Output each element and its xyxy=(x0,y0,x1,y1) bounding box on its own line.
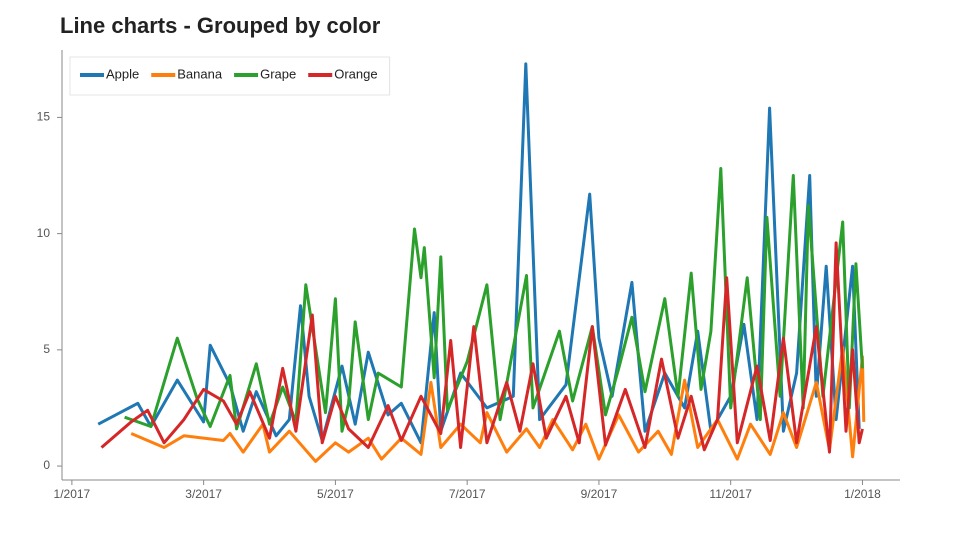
legend-label: Apple xyxy=(106,66,139,81)
y-tick-label: 15 xyxy=(37,110,51,124)
line-series xyxy=(124,167,864,433)
y-tick-label: 10 xyxy=(37,226,51,240)
x-tick-label: 1/2017 xyxy=(54,487,91,501)
x-tick-label: 7/2017 xyxy=(449,487,486,501)
y-tick-label: 0 xyxy=(43,458,50,472)
legend-label: Banana xyxy=(177,66,223,81)
x-tick-label: 5/2017 xyxy=(317,487,354,501)
x-tick-label: 3/2017 xyxy=(185,487,222,501)
chart-title: Line charts - Grouped by color xyxy=(60,13,381,38)
legend-label: Orange xyxy=(334,66,377,81)
legend-box xyxy=(69,56,391,96)
y-tick-label: 5 xyxy=(43,342,50,356)
x-tick-label: 9/2017 xyxy=(581,487,618,501)
x-tick-label: 1/2018 xyxy=(844,487,881,501)
legend-label: Grape xyxy=(260,66,296,81)
line-series xyxy=(100,241,864,454)
line-series xyxy=(97,62,861,445)
legend: Apple Banana Grape Orange xyxy=(69,56,391,96)
x-tick-label: 11/2017 xyxy=(709,487,752,501)
line-series xyxy=(130,346,866,463)
